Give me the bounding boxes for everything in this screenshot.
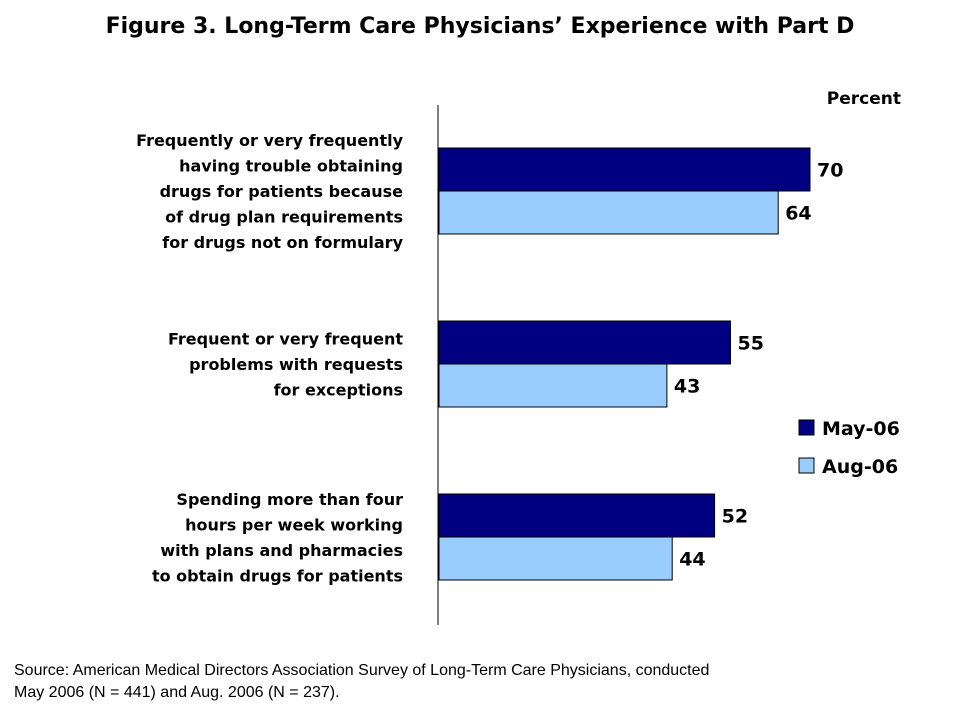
value-label: 52 xyxy=(722,506,748,528)
category-label-line: with plans and pharmacies xyxy=(160,541,403,560)
legend-label: May-06 xyxy=(822,418,900,440)
category-labels: Frequently or very frequently having trou… xyxy=(136,131,403,585)
source-note: Source: American Medical Directors Assoc… xyxy=(14,660,914,704)
category-label: Spending more than four hours per week wo… xyxy=(152,490,403,586)
category-label-line: of drug plan requirements xyxy=(165,208,403,227)
category-label-line: to obtain drugs for patients xyxy=(152,566,403,585)
value-label: 43 xyxy=(674,376,700,398)
category-label-line: Frequent or very frequent xyxy=(168,330,403,349)
source-line-2: May 2006 (N = 441) and Aug. 2006 (N = 23… xyxy=(14,684,340,701)
bar-may-06 xyxy=(438,320,731,365)
bars xyxy=(438,147,811,581)
value-label: 64 xyxy=(785,203,811,225)
legend-label: Aug-06 xyxy=(822,456,898,478)
legend: May-06 Aug-06 xyxy=(798,418,900,478)
category-label-line: problems with requests xyxy=(189,355,403,374)
bar-may-06 xyxy=(438,493,716,538)
category-label-line: for drugs not on formulary xyxy=(162,233,403,252)
value-labels: 70 64 55 43 52 44 xyxy=(674,160,844,571)
value-label: 55 xyxy=(738,333,764,355)
chart-title: Figure 3. Long-Term Care Physicians’ Exp… xyxy=(105,14,855,39)
value-label: 70 xyxy=(817,160,843,182)
category-label-line: drugs for patients because xyxy=(160,182,404,201)
category-label-line: Frequently or very frequently xyxy=(136,131,403,150)
legend-swatch xyxy=(798,457,815,474)
bar-aug-06 xyxy=(438,536,673,581)
legend-swatch xyxy=(798,419,815,436)
source-line-1: Source: American Medical Directors Assoc… xyxy=(14,662,710,679)
value-label: 44 xyxy=(679,549,705,571)
category-label: Frequently or very frequently having trou… xyxy=(136,131,403,252)
bar-aug-06 xyxy=(438,363,668,408)
unit-label: Percent xyxy=(827,89,901,109)
bar-aug-06 xyxy=(438,190,779,235)
category-label-line: hours per week working xyxy=(185,515,403,534)
category-label: Frequent or very frequent problems with r… xyxy=(168,330,403,400)
category-label-line: Spending more than four xyxy=(176,490,403,509)
category-label-line: having trouble obtaining xyxy=(179,157,403,176)
bar-may-06 xyxy=(438,147,811,192)
bar-chart: Percent Frequently or very frequently hav… xyxy=(136,89,901,625)
category-label-line: for exceptions xyxy=(274,381,403,400)
